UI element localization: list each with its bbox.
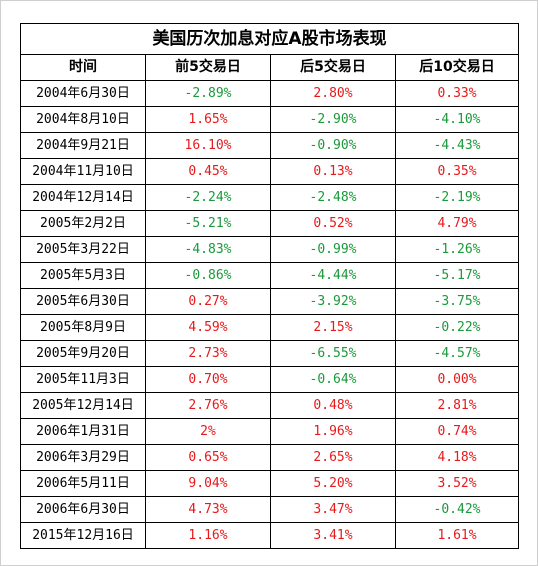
cell-post10: -5.17%	[394, 262, 520, 289]
table-row: 2005年11月3日 0.70% -0.64% 0.00%	[20, 366, 520, 393]
cell-post10: 4.18%	[394, 444, 520, 471]
cell-post5: 0.52%	[270, 210, 396, 237]
cell-post5: -0.99%	[270, 236, 396, 263]
cell-pre5: -5.21%	[145, 210, 271, 237]
cell-date: 2005年6月30日	[20, 288, 146, 315]
cell-date: 2005年5月3日	[20, 262, 146, 289]
cell-date: 2005年11月3日	[20, 366, 146, 393]
cell-pre5: -2.89%	[145, 80, 271, 107]
header-row: 时间 前5交易日 后5交易日 后10交易日	[20, 54, 520, 81]
table-row: 2006年3月29日 0.65% 2.65% 4.18%	[20, 444, 520, 471]
cell-post10: -0.22%	[394, 314, 520, 341]
cell-pre5: 0.45%	[145, 158, 271, 185]
table-row: 2006年6月30日 4.73% 3.47% -0.42%	[20, 496, 520, 523]
table-row: 2006年5月11日 9.04% 5.20% 3.52%	[20, 470, 520, 497]
rate-hike-table: 美国历次加息对应A股市场表现 时间 前5交易日 后5交易日 后10交易日 200…	[19, 23, 520, 549]
cell-post10: 0.00%	[394, 366, 520, 393]
cell-date: 2015年12月16日	[20, 522, 146, 549]
cell-post10: 3.52%	[394, 470, 520, 497]
cell-date: 2004年6月30日	[20, 80, 146, 107]
cell-post10: 0.74%	[394, 418, 520, 445]
table-row: 2005年8月9日 4.59% 2.15% -0.22%	[20, 314, 520, 341]
cell-post5: -0.64%	[270, 366, 396, 393]
cell-date: 2006年5月11日	[20, 470, 146, 497]
table-body: 2004年6月30日 -2.89% 2.80% 0.33% 2004年8月10日 1.65…	[20, 80, 520, 549]
cell-post5: 1.96%	[270, 418, 396, 445]
cell-post5: 0.48%	[270, 392, 396, 419]
cell-post5: -6.55%	[270, 340, 396, 367]
cell-date: 2006年1月31日	[20, 418, 146, 445]
cell-date: 2004年9月21日	[20, 132, 146, 159]
cell-post5: -4.44%	[270, 262, 396, 289]
cell-post5: -2.48%	[270, 184, 396, 211]
cell-post5: 2.80%	[270, 80, 396, 107]
cell-post5: -0.90%	[270, 132, 396, 159]
table-title: 美国历次加息对应A股市场表现	[19, 23, 520, 55]
table-row: 2015年12月16日 1.16% 3.41% 1.61%	[20, 522, 520, 549]
table-row: 2005年3月22日 -4.83% -0.99% -1.26%	[20, 236, 520, 263]
cell-date: 2005年12月14日	[20, 392, 146, 419]
table-row: 2004年11月10日 0.45% 0.13% 0.35%	[20, 158, 520, 185]
table-row: 2006年1月31日 2% 1.96% 0.74%	[20, 418, 520, 445]
table-row: 2005年12月14日 2.76% 0.48% 2.81%	[20, 392, 520, 419]
cell-post5: 2.15%	[270, 314, 396, 341]
cell-post10: -2.19%	[394, 184, 520, 211]
cell-date: 2005年8月9日	[20, 314, 146, 341]
cell-pre5: -0.86%	[145, 262, 271, 289]
cell-post5: 3.47%	[270, 496, 396, 523]
cell-date: 2005年2月2日	[20, 210, 146, 237]
cell-date: 2006年3月29日	[20, 444, 146, 471]
cell-pre5: 4.59%	[145, 314, 271, 341]
table-row: 2004年9月21日 16.10% -0.90% -4.43%	[20, 132, 520, 159]
cell-post10: 2.81%	[394, 392, 520, 419]
cell-post10: 0.35%	[394, 158, 520, 185]
header-pre5: 前5交易日	[145, 54, 271, 81]
cell-post10: -1.26%	[394, 236, 520, 263]
table-row: 2005年9月20日 2.73% -6.55% -4.57%	[20, 340, 520, 367]
cell-post5: 5.20%	[270, 470, 396, 497]
header-post5: 后5交易日	[270, 54, 396, 81]
cell-date: 2004年12月14日	[20, 184, 146, 211]
cell-date: 2004年8月10日	[20, 106, 146, 133]
cell-date: 2006年6月30日	[20, 496, 146, 523]
cell-pre5: 1.65%	[145, 106, 271, 133]
cell-post10: 4.79%	[394, 210, 520, 237]
table-row: 2004年6月30日 -2.89% 2.80% 0.33%	[20, 80, 520, 107]
cell-pre5: 0.70%	[145, 366, 271, 393]
cell-pre5: 9.04%	[145, 470, 271, 497]
table-row: 2004年12月14日 -2.24% -2.48% -2.19%	[20, 184, 520, 211]
cell-post10: -0.42%	[394, 496, 520, 523]
cell-pre5: -4.83%	[145, 236, 271, 263]
table-row: 2005年5月3日 -0.86% -4.44% -5.17%	[20, 262, 520, 289]
table-row: 2005年2月2日 -5.21% 0.52% 4.79%	[20, 210, 520, 237]
cell-pre5: -2.24%	[145, 184, 271, 211]
cell-date: 2005年9月20日	[20, 340, 146, 367]
cell-post10: -4.57%	[394, 340, 520, 367]
cell-pre5: 2.76%	[145, 392, 271, 419]
cell-post10: 0.33%	[394, 80, 520, 107]
cell-post5: 0.13%	[270, 158, 396, 185]
cell-post5: -3.92%	[270, 288, 396, 315]
cell-post10: 1.61%	[394, 522, 520, 549]
cell-pre5: 16.10%	[145, 132, 271, 159]
cell-post10: -4.10%	[394, 106, 520, 133]
cell-pre5: 2.73%	[145, 340, 271, 367]
cell-pre5: 0.27%	[145, 288, 271, 315]
table-row: 2004年8月10日 1.65% -2.90% -4.10%	[20, 106, 520, 133]
header-date: 时间	[20, 54, 146, 81]
cell-pre5: 4.73%	[145, 496, 271, 523]
cell-pre5: 0.65%	[145, 444, 271, 471]
cell-pre5: 2%	[145, 418, 271, 445]
cell-pre5: 1.16%	[145, 522, 271, 549]
cell-post5: 3.41%	[270, 522, 396, 549]
cell-post5: -2.90%	[270, 106, 396, 133]
header-post10: 后10交易日	[394, 54, 520, 81]
cell-date: 2004年11月10日	[20, 158, 146, 185]
cell-post10: -3.75%	[394, 288, 520, 315]
cell-post10: -4.43%	[394, 132, 520, 159]
table-row: 2005年6月30日 0.27% -3.92% -3.75%	[20, 288, 520, 315]
cell-date: 2005年3月22日	[20, 236, 146, 263]
cell-post5: 2.65%	[270, 444, 396, 471]
